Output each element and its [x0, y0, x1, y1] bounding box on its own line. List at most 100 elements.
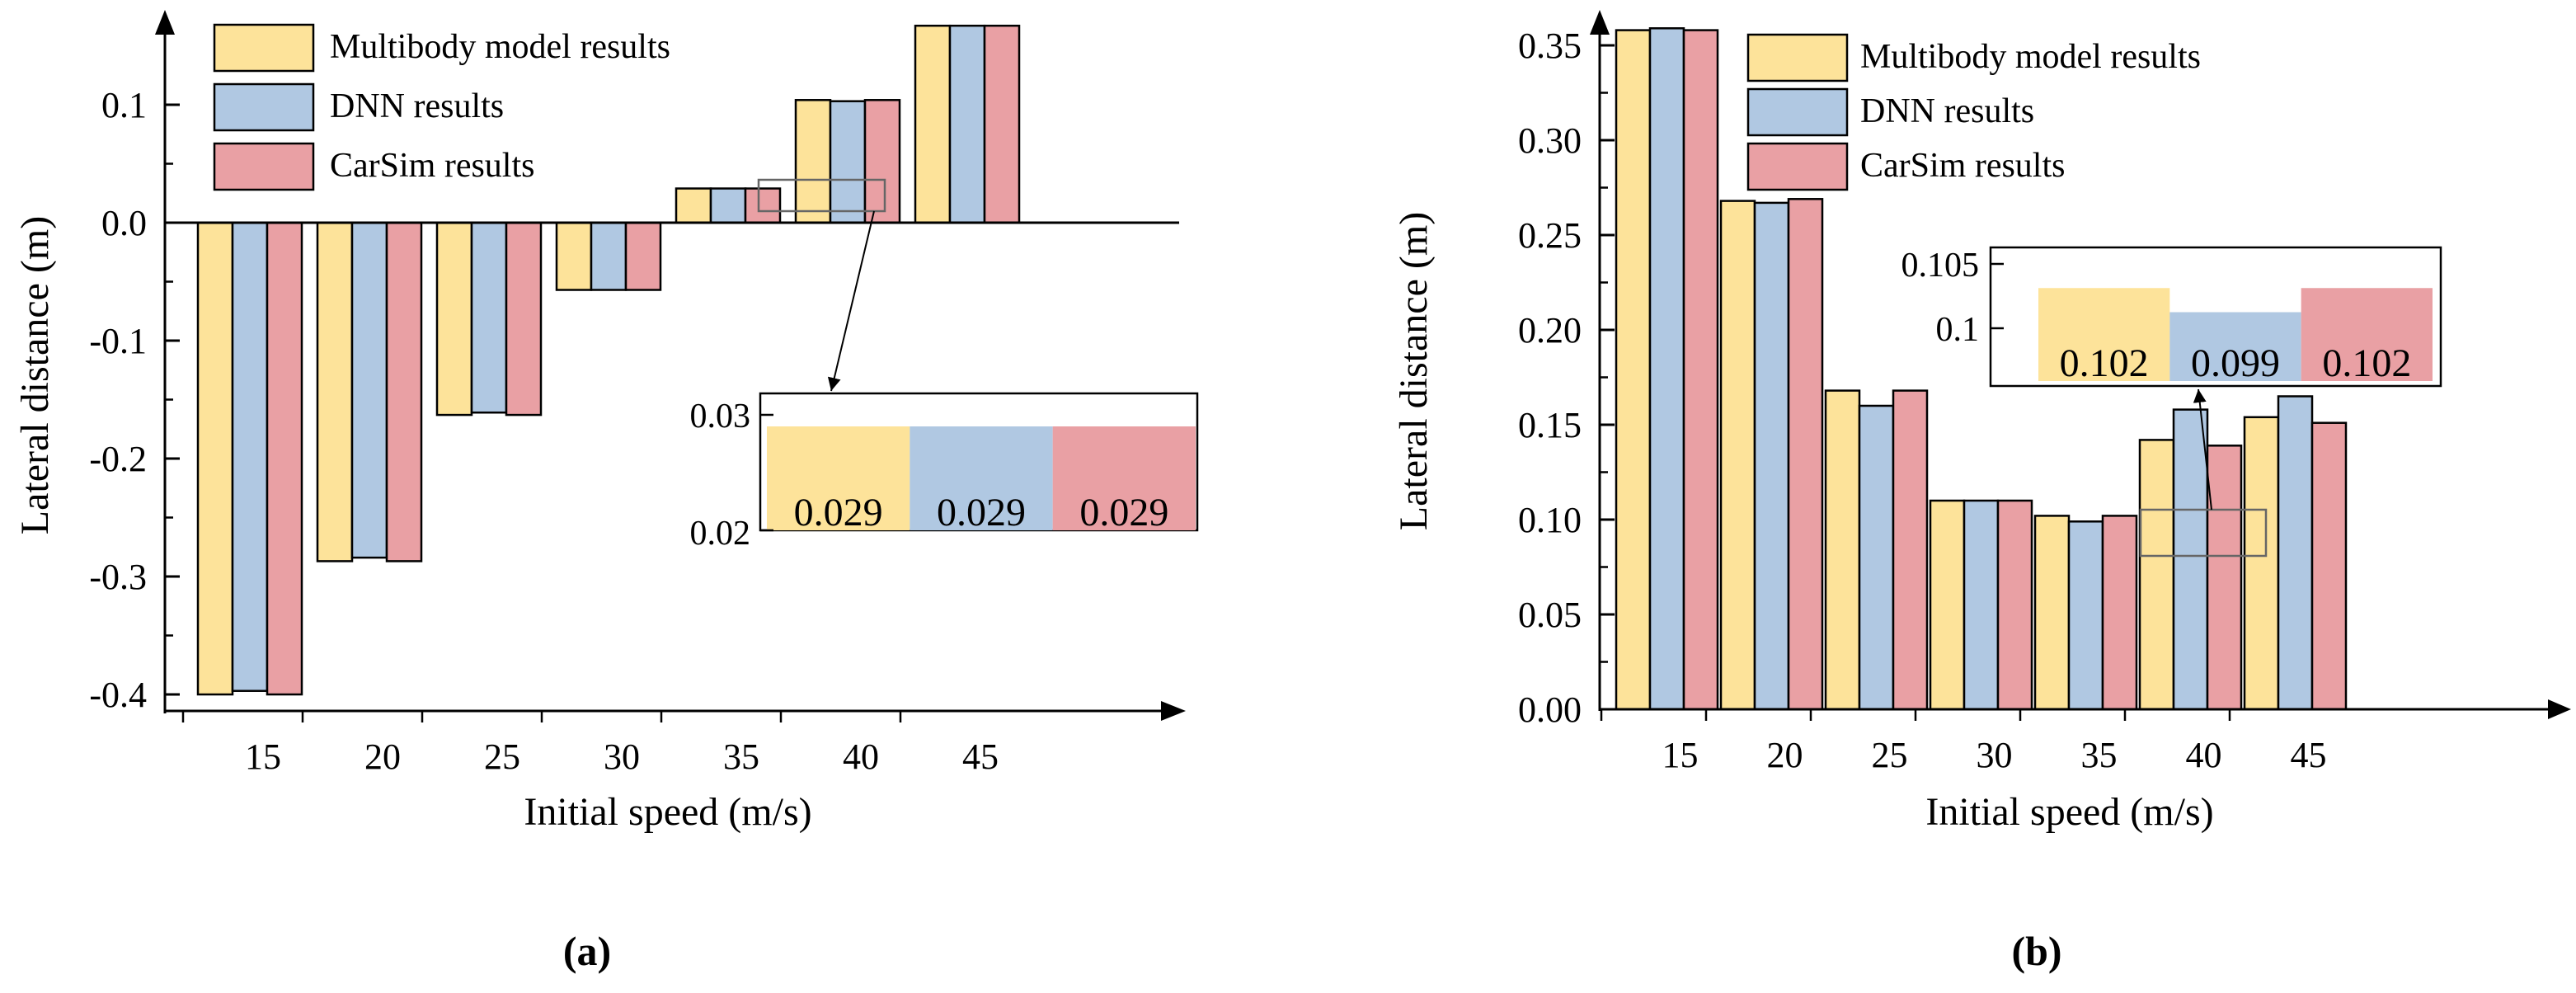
x-tick-label: 40 [2186, 735, 2222, 775]
bar-carsim-15 [266, 221, 303, 696]
bar-carsim-35 [744, 187, 782, 224]
legend-label-multibody: Multibody model results [330, 28, 670, 66]
panel-a-legend: Multibody model results DNN results CarSim… [213, 23, 670, 191]
bar-dnn-40 [2172, 408, 2209, 711]
panel-b-inset-ytick-top: 0.105 [1901, 247, 1980, 285]
bar-carsim-20 [1787, 198, 1824, 711]
bar-dnn-25 [470, 221, 508, 414]
bar-carsim-45 [2310, 421, 2348, 711]
bar-dnn-15 [231, 221, 269, 692]
panel-a-y-axis-title: Lateral distance (m) [13, 216, 57, 534]
bar-carsim-30 [1996, 499, 2033, 711]
y-tick-label: 0.10 [1518, 500, 1582, 540]
inset-value-dnn: 0.029 [937, 491, 1026, 534]
bar-carsim-25 [505, 221, 543, 416]
bar-dnn-45 [948, 24, 986, 224]
panel-b-inset-ytick-bottom: 0.1 [1936, 311, 1980, 349]
panel-a-axes [155, 10, 1186, 721]
panel-b-axes [1590, 10, 2571, 719]
bar-multibody-20 [316, 221, 354, 562]
panel-b-inset: 0.102 0.099 0.102 0.105 0.1 [1901, 246, 2442, 388]
panel-b-y-axis-title: Lateral distance (m) [1392, 212, 1436, 530]
bar-multibody-45 [2243, 416, 2280, 711]
bar-dnn-35 [709, 187, 747, 224]
inset-bar-dnn [910, 426, 1053, 530]
x-tick-label: 35 [723, 737, 759, 777]
y-tick-label: 0.15 [1518, 405, 1582, 445]
legend-label-carsim: CarSim results [1860, 147, 2066, 185]
y-tick-label: 0.35 [1518, 26, 1582, 66]
y-tick-label: 0.1 [101, 85, 147, 125]
legend-label-dnn: DNN results [1860, 92, 2034, 130]
bar-multibody-45 [914, 24, 952, 224]
legend-label-multibody: Multibody model results [1860, 38, 2201, 76]
x-tick-label: 15 [245, 737, 281, 777]
y-tick-label: 0.20 [1518, 310, 1582, 351]
panel-b-x-axis-arrow [2548, 699, 2571, 719]
y-tick-label: 0.0 [101, 203, 147, 243]
x-tick-label: 40 [843, 737, 879, 777]
panel-a-zoom-box [757, 178, 886, 213]
inset-bar-carsim [1052, 426, 1196, 530]
bar-dnn-30 [1963, 499, 2000, 711]
bar-carsim-40 [863, 99, 901, 224]
panel-a: 0.1 0.0 -0.1 -0.2 -0.3 -0.4 15 20 25 30 35 40 45 Lat… [13, 10, 1199, 974]
y-tick-label: -0.3 [89, 557, 147, 597]
bar-dnn-40 [829, 100, 867, 224]
x-tick-label: 25 [1872, 735, 1908, 775]
panel-b-zoom-box [2139, 508, 2268, 558]
panel-a-caption: (a) [563, 928, 611, 974]
bar-multibody-30 [555, 221, 593, 291]
panel-b-x-axis-title: Initial speed (m/s) [1925, 790, 2213, 834]
x-tick-label: 25 [484, 737, 520, 777]
bar-dnn-35 [2067, 520, 2104, 711]
panel-b-bars [1615, 27, 2348, 711]
panel-b-caption: (b) [2011, 928, 2061, 974]
bar-multibody-25 [435, 221, 473, 416]
bar-carsim-25 [1892, 389, 1929, 711]
panel-a-inset-ytick-bottom: 0.02 [690, 515, 751, 553]
x-tick-label: 15 [1662, 735, 1699, 775]
x-tick-label: 45 [2291, 735, 2327, 775]
inset-bar-multibody [767, 426, 910, 530]
bar-dnn-20 [1753, 201, 1790, 711]
bar-dnn-20 [350, 221, 388, 559]
inset-bar-carsim [2301, 288, 2433, 381]
x-tick-label: 45 [962, 737, 999, 777]
bar-carsim-45 [983, 24, 1021, 224]
legend-label-dnn: DNN results [330, 87, 504, 125]
panel-a-inset-ytick-top: 0.03 [690, 398, 751, 435]
x-tick-label: 30 [1977, 735, 2013, 775]
bar-multibody-20 [1719, 200, 1756, 711]
y-tick-label: 0.05 [1518, 595, 1582, 635]
panel-a-y-axis-arrow [155, 10, 175, 35]
bar-carsim-40 [2206, 445, 2243, 711]
y-tick-label: 0.30 [1518, 120, 1582, 161]
bar-dnn-45 [2277, 395, 2314, 711]
inset-value-dnn: 0.099 [2191, 341, 2280, 385]
legend-swatch-carsim [1746, 142, 1849, 191]
panel-b-legend: Multibody model results DNN results CarSim… [1746, 33, 2201, 191]
legend-swatch-dnn [213, 82, 315, 132]
panel-a-x-axis-title: Initial speed (m/s) [524, 790, 811, 834]
panel-a-inset: 0.029 0.029 0.029 0.03 0.02 [690, 392, 1199, 553]
bar-dnn-15 [1648, 27, 1685, 711]
y-tick-label: -0.2 [89, 439, 147, 479]
panel-a-bars [196, 24, 1021, 696]
y-tick-label: 0.00 [1518, 689, 1582, 730]
inset-bar-dnn [2169, 312, 2301, 381]
bar-multibody-15 [196, 221, 234, 696]
bar-multibody-35 [2033, 515, 2071, 711]
bar-carsim-15 [1682, 29, 1719, 711]
inset-value-multibody: 0.102 [2060, 341, 2149, 385]
bar-multibody-35 [675, 187, 712, 224]
bar-carsim-30 [624, 221, 662, 291]
x-tick-label: 30 [604, 737, 640, 777]
bar-multibody-30 [1929, 499, 1966, 711]
bar-carsim-20 [385, 221, 423, 562]
y-tick-label: -0.1 [89, 321, 147, 361]
x-tick-label: 20 [364, 737, 401, 777]
y-tick-label: -0.4 [89, 675, 147, 715]
bar-dnn-30 [590, 221, 628, 291]
inset-value-carsim: 0.029 [1079, 491, 1168, 534]
